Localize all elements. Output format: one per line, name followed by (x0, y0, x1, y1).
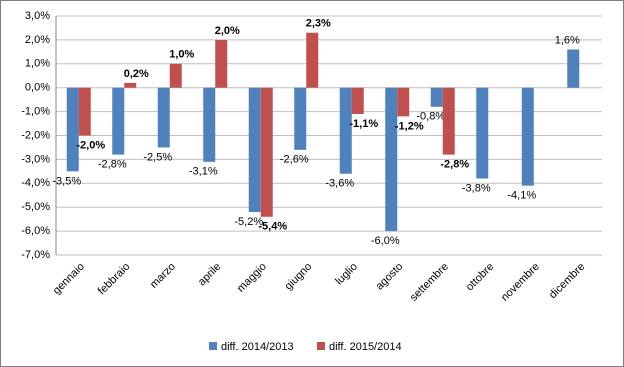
bar (430, 87, 443, 107)
data-label: -2,8% (98, 159, 127, 171)
y-tick-label: -6,0% (21, 225, 50, 237)
data-label: -1,1% (349, 118, 378, 130)
y-tick-label: -1,0% (21, 106, 50, 118)
data-label: -5,2% (234, 216, 263, 228)
data-label: -3,5% (52, 175, 81, 187)
y-tick-label: 3,0% (25, 10, 50, 22)
data-label: -6,0% (371, 235, 400, 247)
bar (215, 39, 228, 88)
bar (260, 87, 273, 217)
data-label: -2,8% (440, 159, 469, 171)
bar (476, 87, 489, 179)
legend-label: diff. 2015/2014 (329, 341, 402, 353)
bar (385, 87, 398, 232)
bar (112, 87, 125, 155)
bar (294, 87, 307, 150)
data-label: 0,2% (124, 68, 149, 80)
bar (66, 87, 79, 172)
data-label: -3,1% (189, 166, 218, 178)
bar (124, 82, 137, 88)
bar (203, 87, 216, 162)
bar (78, 87, 91, 136)
legend-label: diff. 2014/2013 (221, 341, 294, 353)
bar (397, 87, 410, 117)
bar (521, 87, 534, 186)
bar (306, 32, 319, 88)
y-tick-label: 2,0% (25, 34, 50, 46)
data-label: -0,8% (416, 111, 445, 123)
y-tick-label: 0,0% (25, 82, 50, 94)
y-tick-label: 1,0% (25, 58, 50, 70)
data-label: 2,0% (215, 25, 240, 37)
legend-swatch (209, 342, 217, 350)
data-label: 1,6% (555, 34, 580, 46)
legend-swatch (317, 342, 325, 350)
data-label: -2,0% (76, 139, 105, 151)
bar (169, 63, 182, 88)
data-label: -3,8% (462, 182, 491, 194)
data-label: -1,2% (395, 120, 424, 132)
bar (339, 87, 352, 174)
data-label: 2,3% (306, 18, 331, 30)
bar (442, 87, 455, 155)
bar (567, 49, 580, 88)
y-tick-label: -3,0% (21, 153, 50, 165)
bar (351, 87, 364, 114)
y-tick-label: -2,0% (21, 129, 50, 141)
data-label: -3,6% (325, 178, 354, 190)
y-tick-label: -7,0% (21, 249, 50, 261)
bar (248, 87, 261, 212)
data-label: -2,6% (280, 154, 309, 166)
data-label: -4,1% (507, 190, 536, 202)
data-label: 1,0% (169, 49, 194, 61)
y-tick-label: -4,0% (21, 177, 50, 189)
data-label: -2,5% (143, 151, 172, 163)
y-tick-label: -5,0% (21, 201, 50, 213)
bar (157, 87, 170, 148)
data-label: -5,4% (258, 221, 287, 233)
